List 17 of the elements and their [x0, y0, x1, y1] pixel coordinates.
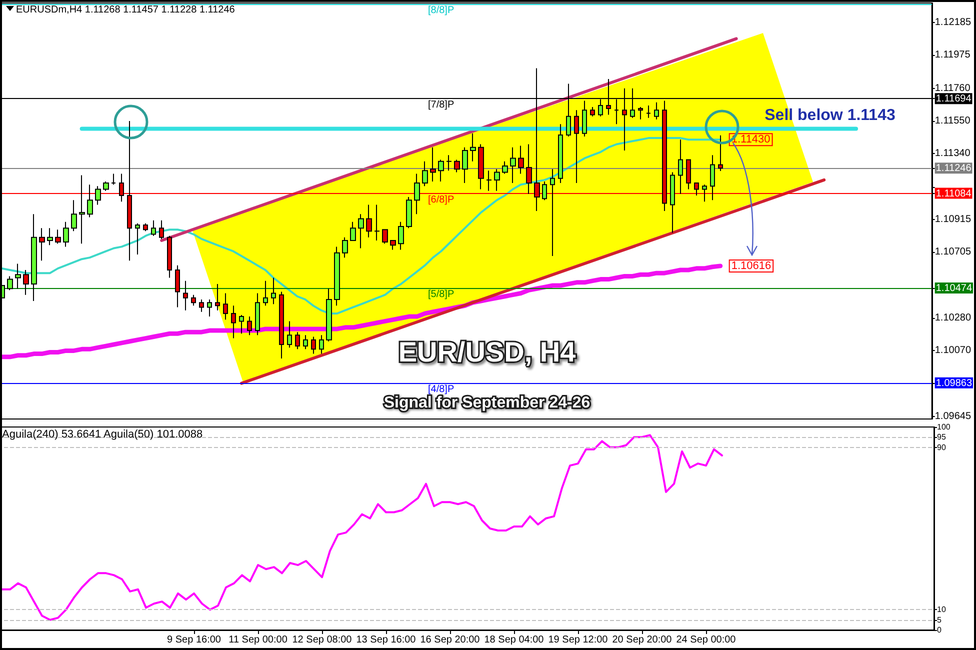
- y-tick-label: 10: [937, 605, 946, 614]
- x-tick-label: 19 Sep 12:00: [548, 634, 608, 646]
- y-tick-label: 90: [937, 442, 946, 452]
- y-tick-label: 5: [937, 615, 942, 624]
- y-tick-label: 0: [937, 626, 942, 634]
- x-tick-label: 18 Sep 04:00: [484, 634, 544, 646]
- y-tick-label: 1.09645: [934, 411, 972, 422]
- chart-title: Aguila(240) 53.6641 Aguila(50) 101.0088: [2, 428, 203, 440]
- x-tick-label: 20 Sep 20:00: [612, 634, 672, 646]
- x-tick-label: 9 Sep 16:00: [167, 634, 222, 646]
- y-tick-label: 100: [937, 422, 951, 432]
- x-tick-label: 13 Sep 16:00: [356, 634, 416, 646]
- x-tick-label: 11 Sep 00:00: [228, 634, 288, 646]
- y-tick-label: 95: [937, 432, 946, 442]
- x-tick-label: 24 Sep 00:00: [676, 634, 736, 646]
- x-tick-label: 16 Sep 20:00: [420, 634, 480, 646]
- x-tick-label: 12 Sep 08:00: [292, 634, 352, 646]
